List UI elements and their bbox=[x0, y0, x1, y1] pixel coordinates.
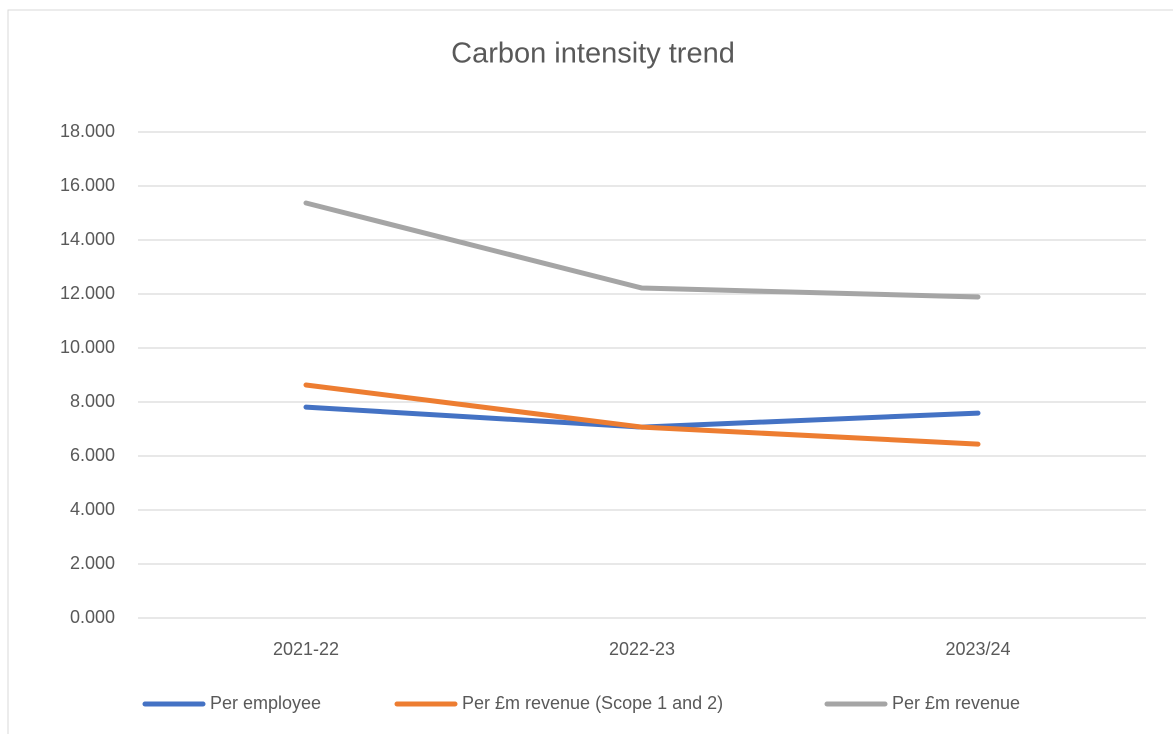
x-tick-label: 2022-23 bbox=[609, 639, 675, 659]
y-tick-label: 16.000 bbox=[60, 175, 115, 195]
y-tick-label: 4.000 bbox=[70, 499, 115, 519]
y-tick-label: 10.000 bbox=[60, 337, 115, 357]
legend-label: Per £m revenue (Scope 1 and 2) bbox=[462, 693, 723, 713]
y-tick-label: 8.000 bbox=[70, 391, 115, 411]
y-tick-label: 12.000 bbox=[60, 283, 115, 303]
y-tick-label: 14.000 bbox=[60, 229, 115, 249]
series-line bbox=[303, 382, 981, 447]
y-tick-label: 6.000 bbox=[70, 445, 115, 465]
x-tick-label: 2023/24 bbox=[945, 639, 1010, 659]
legend-label: Per employee bbox=[210, 693, 321, 713]
chart-title: Carbon intensity trend bbox=[451, 38, 735, 70]
legend-label: Per £m revenue bbox=[892, 693, 1020, 713]
chart-border bbox=[7, 9, 1173, 734]
y-tick-label: 2.000 bbox=[70, 553, 115, 573]
x-tick-label: 2021-22 bbox=[273, 639, 339, 659]
series-line bbox=[303, 200, 981, 300]
y-tick-label: 0.000 bbox=[70, 607, 115, 627]
y-tick-label: 18.000 bbox=[60, 121, 115, 141]
